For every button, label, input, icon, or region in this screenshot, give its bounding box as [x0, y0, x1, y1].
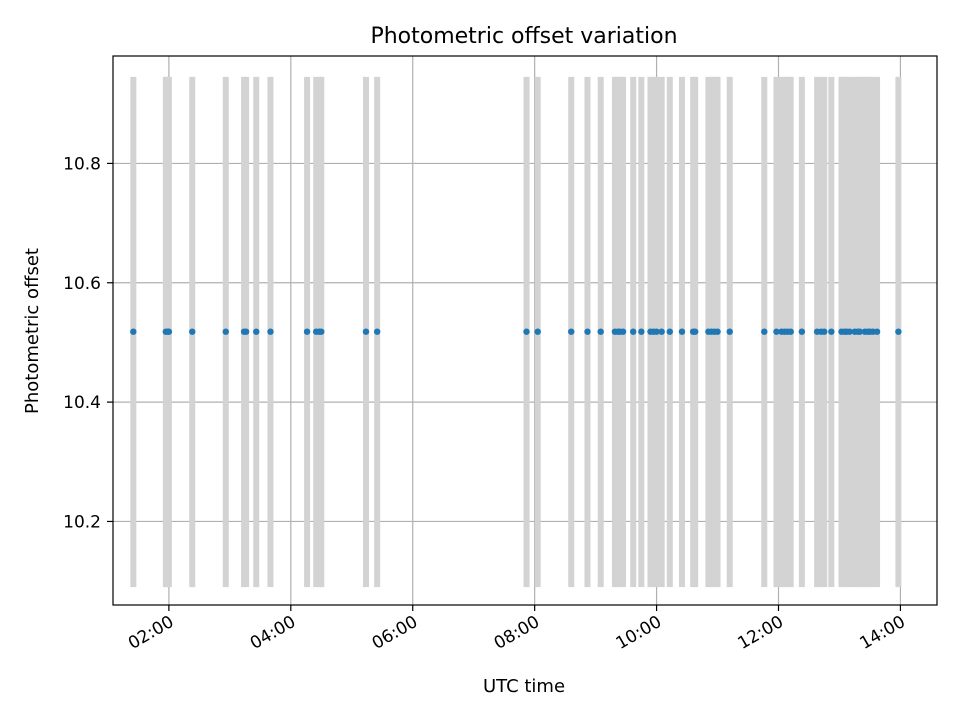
x-axis-label: UTC time: [483, 676, 565, 697]
data-point: [253, 328, 260, 335]
x-tick-label: 08:00: [491, 612, 543, 654]
data-point: [597, 328, 604, 335]
data-point: [568, 328, 575, 335]
data-point: [773, 328, 780, 335]
data-point: [856, 328, 863, 335]
data-point: [630, 328, 637, 335]
y-tick-label: 10.6: [63, 274, 101, 294]
data-point: [318, 328, 325, 335]
x-axis-ticks: 02:00 04:00 06:00 08:00 10:00 12:00 14:00: [125, 605, 909, 654]
data-point: [653, 328, 660, 335]
plot-frame: [112, 55, 938, 606]
data-point: [691, 328, 699, 335]
data-point: [222, 328, 229, 335]
data-point: [523, 328, 530, 335]
data-point: [534, 328, 541, 335]
y-tick-label: 10.8: [63, 154, 101, 174]
x-tick-label: 04:00: [247, 612, 299, 654]
data-point: [638, 328, 645, 335]
x-tick-label: 12:00: [735, 612, 787, 654]
data-point: [787, 328, 794, 335]
data-point: [666, 328, 673, 335]
data-point: [821, 328, 828, 335]
data-point: [165, 328, 173, 335]
chart-title: Photometric offset variation: [370, 24, 677, 49]
data-point: [873, 328, 881, 335]
data-point: [798, 328, 806, 335]
data-point: [761, 328, 768, 335]
data-point: [619, 328, 627, 335]
data-point: [584, 328, 591, 335]
x-tick-label: 10:00: [613, 612, 665, 654]
x-tick-label: 02:00: [125, 612, 177, 654]
data-point: [678, 328, 686, 335]
data-point: [189, 328, 196, 335]
data-points: [130, 328, 902, 335]
x-tick-label: 06:00: [369, 612, 421, 654]
data-point: [726, 328, 733, 335]
data-point: [303, 328, 311, 335]
data-point: [130, 328, 137, 335]
y-axis-label: Photometric offset: [22, 248, 43, 414]
data-point: [846, 328, 853, 335]
data-point: [714, 328, 721, 335]
y-tick-label: 10.4: [63, 393, 101, 413]
y-tick-label: 10.2: [63, 512, 101, 532]
data-point: [373, 328, 381, 335]
data-point: [658, 328, 665, 335]
data-point: [362, 328, 370, 335]
x-tick-label: 14:00: [856, 612, 908, 654]
data-point: [242, 328, 250, 335]
data-point: [895, 328, 902, 335]
data-point: [828, 328, 835, 335]
data-point: [267, 328, 274, 335]
y-axis-ticks: 10.2 10.4 10.6 10.8: [63, 154, 113, 532]
